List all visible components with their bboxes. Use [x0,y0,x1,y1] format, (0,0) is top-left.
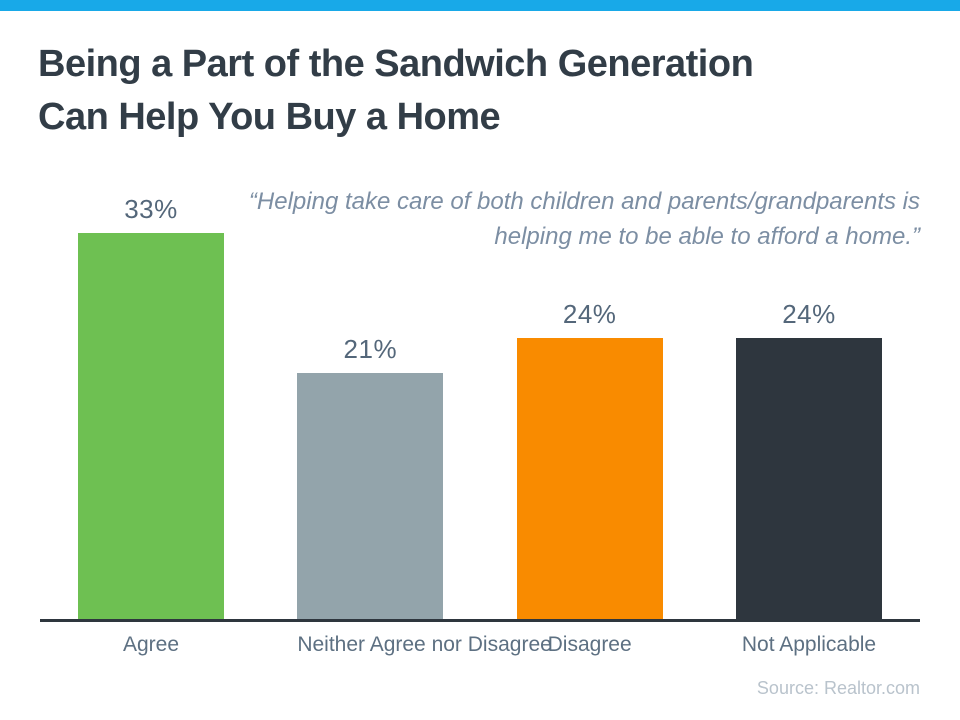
x-axis-label: Not Applicable [741,633,877,656]
bar-column: 33% [78,194,224,619]
bar-column: 24% [516,299,663,619]
title-line-2: Can Help You Buy a Home [38,96,501,138]
quote-line-2: helping me to be able to afford a home.” [494,223,920,250]
bar-not-applicable [735,338,882,619]
quote-line-1: “Helping take care of both children and … [248,188,920,215]
bar-value-label: 24% [782,299,836,329]
bar-chart: 33% 21% 24% 24% [40,179,920,619]
bar-value-label: 24% [562,299,617,329]
source-attribution: Source: Realtor.com [756,678,920,698]
x-axis-label: Disagree [547,633,632,656]
bar-disagree [516,338,663,619]
x-axis-label: Agree [122,633,180,656]
title-line-1: Being a Part of the Sandwich Generation [38,43,754,85]
bar-column: 24% [735,299,882,619]
quote-text: “Helping take care of both children and … [220,184,920,254]
x-axis-labels: Agree Neither Agree nor Disagree Disagree N… [40,633,920,657]
bar-neither-agree-nor-disagree [297,373,444,619]
bar-value-label: 21% [343,334,398,364]
bar-value-label: 33% [124,194,178,224]
x-axis-label: Neither Agree nor Disagree [297,633,552,656]
x-axis-line [40,619,920,622]
bar-column: 21% [297,334,444,619]
page-title: Being a Part of the Sandwich Generation … [38,38,754,144]
top-accent-bar [0,0,960,11]
bar-agree [78,233,224,619]
